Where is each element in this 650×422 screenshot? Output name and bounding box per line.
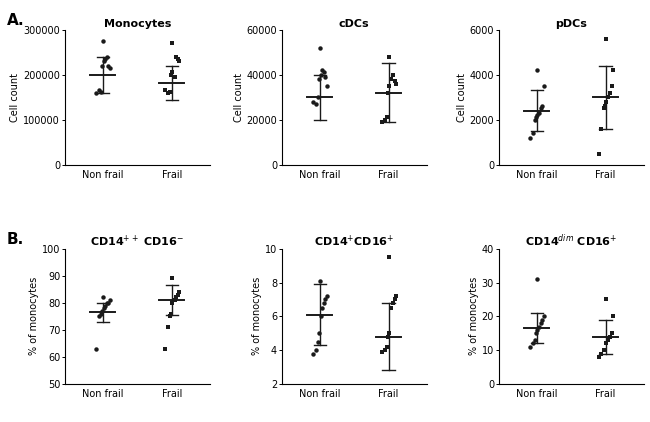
Title: CD14$^{+}$CD16$^{+}$: CD14$^{+}$CD16$^{+}$	[314, 233, 395, 249]
Title: pDCs: pDCs	[555, 19, 587, 29]
Title: cDCs: cDCs	[339, 19, 370, 29]
Text: B.: B.	[6, 232, 24, 247]
Y-axis label: Cell count: Cell count	[10, 73, 21, 122]
Y-axis label: Cell count: Cell count	[233, 73, 244, 122]
Title: Monocytes: Monocytes	[103, 19, 171, 29]
Y-axis label: % of monocytes: % of monocytes	[252, 277, 262, 355]
Y-axis label: % of monocytes: % of monocytes	[469, 277, 479, 355]
Title: CD14$^{dim}$ CD16$^{+}$: CD14$^{dim}$ CD16$^{+}$	[525, 232, 618, 249]
Y-axis label: % of monocytes: % of monocytes	[29, 277, 39, 355]
Title: CD14$^{++}$ CD16$^{-}$: CD14$^{++}$ CD16$^{-}$	[90, 233, 184, 249]
Text: A.: A.	[6, 13, 24, 28]
Y-axis label: Cell count: Cell count	[456, 73, 467, 122]
